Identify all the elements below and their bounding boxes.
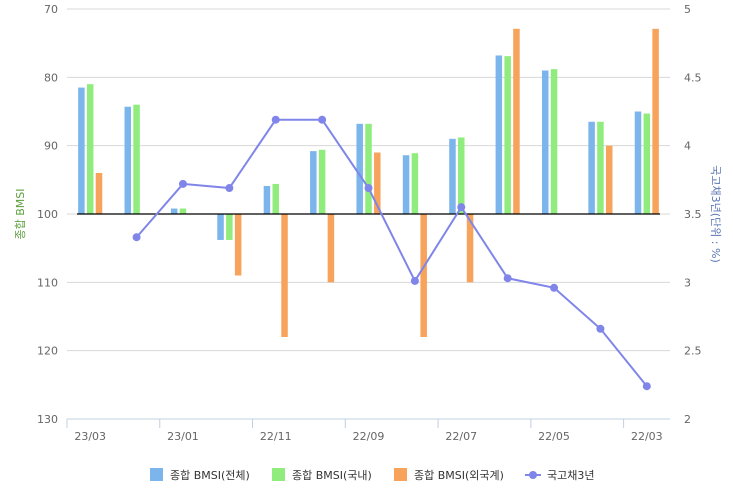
bar (504, 56, 511, 215)
bar (78, 87, 85, 214)
legend-item: 국고채3년 (525, 469, 594, 482)
y-axis-title: 종합 BMSI (14, 188, 27, 239)
x-tick-label: 22/03 (631, 430, 663, 443)
y2-tick-label: 5 (684, 3, 691, 16)
y-tick-label: 100 (37, 208, 58, 221)
bar (318, 149, 326, 214)
legend-label: 종합 BMSI(국내) (292, 469, 372, 482)
bar (411, 153, 419, 214)
x-tick-label: 23/01 (167, 430, 199, 443)
x-axis: 23/03 23/01 22/11 22/09 22/07 22/05 22/03 (66, 418, 670, 443)
y2-tick-label: 2.5 (684, 345, 702, 358)
y-tick-label: 90 (44, 140, 58, 153)
legend-item: 종합 BMSI(국내) (272, 468, 372, 482)
y2-tick-label: 3 (684, 276, 691, 289)
bar (541, 70, 549, 214)
bar (420, 214, 427, 337)
legend-label: 국고채3년 (547, 469, 594, 482)
bar (402, 155, 410, 214)
bar (234, 214, 242, 276)
line-point (178, 179, 187, 188)
bar (374, 152, 381, 214)
legend-swatch (150, 468, 163, 481)
bar (643, 113, 651, 214)
legend-swatch-marker (529, 471, 537, 479)
bar (263, 185, 271, 214)
bar (652, 28, 659, 214)
y-axis-left: 70 80 90 100 110 120 130 (37, 3, 58, 426)
y-tick-label: 70 (44, 3, 58, 16)
line-point (364, 184, 373, 193)
line-series (132, 115, 651, 391)
line-path (135, 118, 648, 387)
bar (495, 55, 503, 214)
bar (327, 214, 335, 283)
bar (356, 123, 363, 214)
line-point (225, 184, 234, 193)
bar (550, 69, 558, 214)
y2-tick-label: 4.5 (684, 71, 702, 84)
bar (605, 145, 613, 214)
legend-item: 종합 BMSI(전체) (150, 468, 250, 482)
bar (449, 138, 456, 214)
x-tick-label: 23/03 (74, 430, 106, 443)
legend-item: 종합 BMSI(외국계) (394, 468, 504, 482)
x-tick-label: 22/11 (260, 430, 292, 443)
line-point (550, 283, 559, 292)
legend-label: 종합 BMSI(외국계) (414, 469, 504, 482)
bar (272, 183, 279, 214)
bar (124, 106, 132, 214)
bar (86, 84, 94, 215)
y-axis-right: 2 2.5 3 3.5 4 4.5 5 (684, 3, 702, 426)
bar (310, 151, 317, 214)
line-point (503, 274, 512, 283)
legend-label: 종합 BMSI(전체) (170, 469, 250, 482)
line-point (271, 115, 280, 124)
bar (170, 208, 178, 214)
bar (217, 214, 224, 240)
x-tick-label: 22/09 (353, 430, 385, 443)
legend-swatch (272, 468, 285, 481)
y-tick-label: 110 (37, 276, 58, 289)
bar (95, 173, 103, 214)
y2-tick-label: 4 (684, 140, 691, 153)
line-point (596, 324, 605, 333)
bar (281, 214, 288, 337)
line-point (318, 115, 327, 124)
line-point (457, 203, 466, 212)
y2-tick-label: 2 (684, 413, 691, 426)
bar (466, 214, 474, 283)
y2-tick-label: 3.5 (684, 208, 702, 221)
x-tick-label: 22/05 (538, 430, 570, 443)
bar (179, 208, 187, 214)
bar (226, 214, 233, 240)
line-point (642, 382, 651, 391)
bars (78, 28, 659, 337)
y-tick-label: 130 (37, 413, 58, 426)
legend: 종합 BMSI(전체) 종합 BMSI(국내) 종합 BMSI(외국계) 국고채3년 (150, 468, 594, 482)
line-point (132, 233, 141, 242)
bar (513, 28, 520, 214)
bar (597, 121, 604, 214)
x-tick-label: 22/07 (445, 430, 477, 443)
y-tick-label: 120 (37, 345, 58, 358)
bar (365, 123, 372, 214)
bar (133, 104, 140, 214)
line-point (410, 276, 419, 285)
bar (634, 111, 642, 214)
legend-swatch (394, 468, 407, 481)
bar (588, 121, 595, 214)
y-tick-label: 80 (44, 71, 58, 84)
bar (458, 137, 465, 214)
y2-axis-title: 국고채3년(단위 : %) (709, 165, 722, 262)
